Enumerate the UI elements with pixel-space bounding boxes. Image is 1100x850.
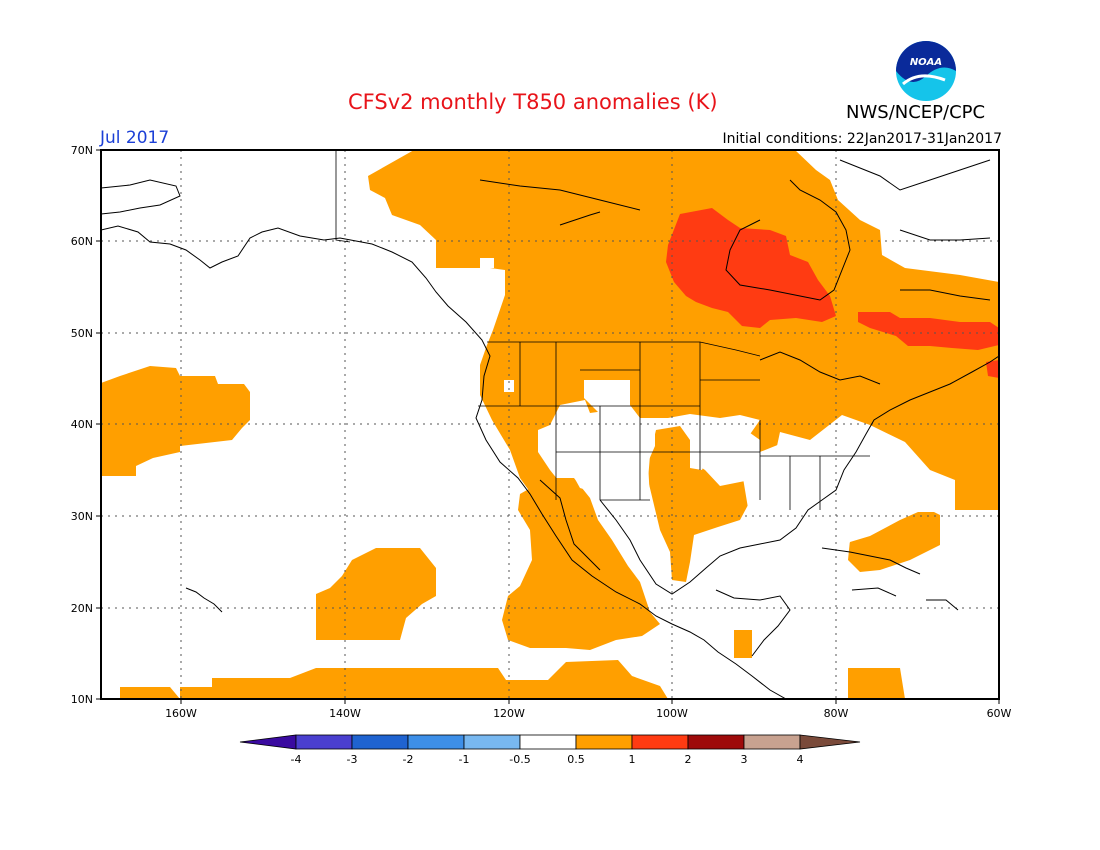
colorbar-arrow-right (799, 734, 861, 750)
coastlines (101, 159, 999, 699)
noaa-logo-icon: NOAA (896, 41, 956, 101)
colorbar-box (687, 734, 745, 750)
lon-label-140w: 140W (329, 707, 361, 720)
colorbar-box (631, 734, 689, 750)
lon-labels: 160W 140W 120W 100W 80W 60W (165, 707, 1011, 720)
forecast-month: Jul 2017 (100, 128, 170, 148)
colorbar-box (743, 734, 801, 750)
southeast-us-neutral (740, 420, 955, 560)
agency-label: NWS/NCEP/CPC (846, 102, 986, 123)
colorbar-box (463, 734, 521, 750)
colorbar-label: 1 (629, 753, 636, 766)
lon-label-120w: 120W (493, 707, 525, 720)
political-borders (335, 150, 870, 510)
colorado-plateau-neutral (560, 418, 655, 500)
colorbar-label: 4 (797, 753, 804, 766)
colorbar-box (351, 734, 409, 750)
lat-label-20n: 20N (71, 602, 93, 615)
lon-label-100w: 100W (656, 707, 688, 720)
initial-conditions: Initial conditions: 22Jan2017-31Jan2017 (722, 131, 1002, 147)
logo-text: NOAA (910, 57, 942, 68)
colorbar-box (295, 734, 353, 750)
maritime-warm-small (986, 360, 999, 378)
colorbar-label: -0.5 (509, 753, 530, 766)
axis-ticks (96, 149, 1000, 704)
graticule (101, 150, 999, 699)
lat-label-60n: 60N (71, 235, 93, 248)
lat-label-10n: 10N (71, 693, 93, 706)
colorbar-box (519, 734, 577, 750)
subtropical-pacific-warm (316, 548, 436, 640)
anomaly-shading (101, 150, 999, 699)
tropical-pacific-band-warm (120, 660, 668, 699)
mexico-warm (502, 478, 660, 650)
colorbar-label: -3 (347, 753, 358, 766)
colorbar-label: -4 (291, 753, 302, 766)
colorbar-box (575, 734, 633, 750)
western-canada-alaska-warm (368, 150, 999, 582)
colorbar-labels: -4 -3 -2 -1 -0.5 0.5 1 2 3 4 (291, 753, 804, 766)
lon-label-60w: 60W (987, 707, 1012, 720)
lat-label-70n: 70N (71, 144, 93, 157)
mexico-gulf-coast-warm (734, 630, 752, 658)
lat-labels: 70N 60N 50N 40N 30N 20N 10N (71, 144, 93, 706)
lon-label-80w: 80W (824, 707, 849, 720)
colorbar (239, 734, 861, 750)
colorbar-label: -2 (403, 753, 414, 766)
colorbar-label: 2 (685, 753, 692, 766)
quebec-labrador-warm (858, 312, 999, 350)
colorbar-box (407, 734, 465, 750)
colorbar-arrow-left (239, 734, 297, 750)
colorbar-label: -1 (459, 753, 470, 766)
small-hole-2 (480, 258, 494, 268)
northeast-pacific-warm (101, 366, 250, 476)
caribbean-warm (848, 668, 905, 699)
colorbar-label: 3 (741, 753, 748, 766)
lat-label-40n: 40N (71, 418, 93, 431)
small-hole-1 (504, 380, 514, 392)
hudson-bay-warm (666, 208, 836, 328)
map-title: CFSv2 monthly T850 anomalies (K) (348, 90, 718, 114)
lat-label-50n: 50N (71, 327, 93, 340)
pacific-nw-hole (584, 380, 630, 412)
quebec-labrador-warm-orange (848, 505, 940, 572)
colorbar-label: 0.5 (567, 753, 585, 766)
lon-label-160w: 160W (165, 707, 197, 720)
lat-label-30n: 30N (71, 510, 93, 523)
